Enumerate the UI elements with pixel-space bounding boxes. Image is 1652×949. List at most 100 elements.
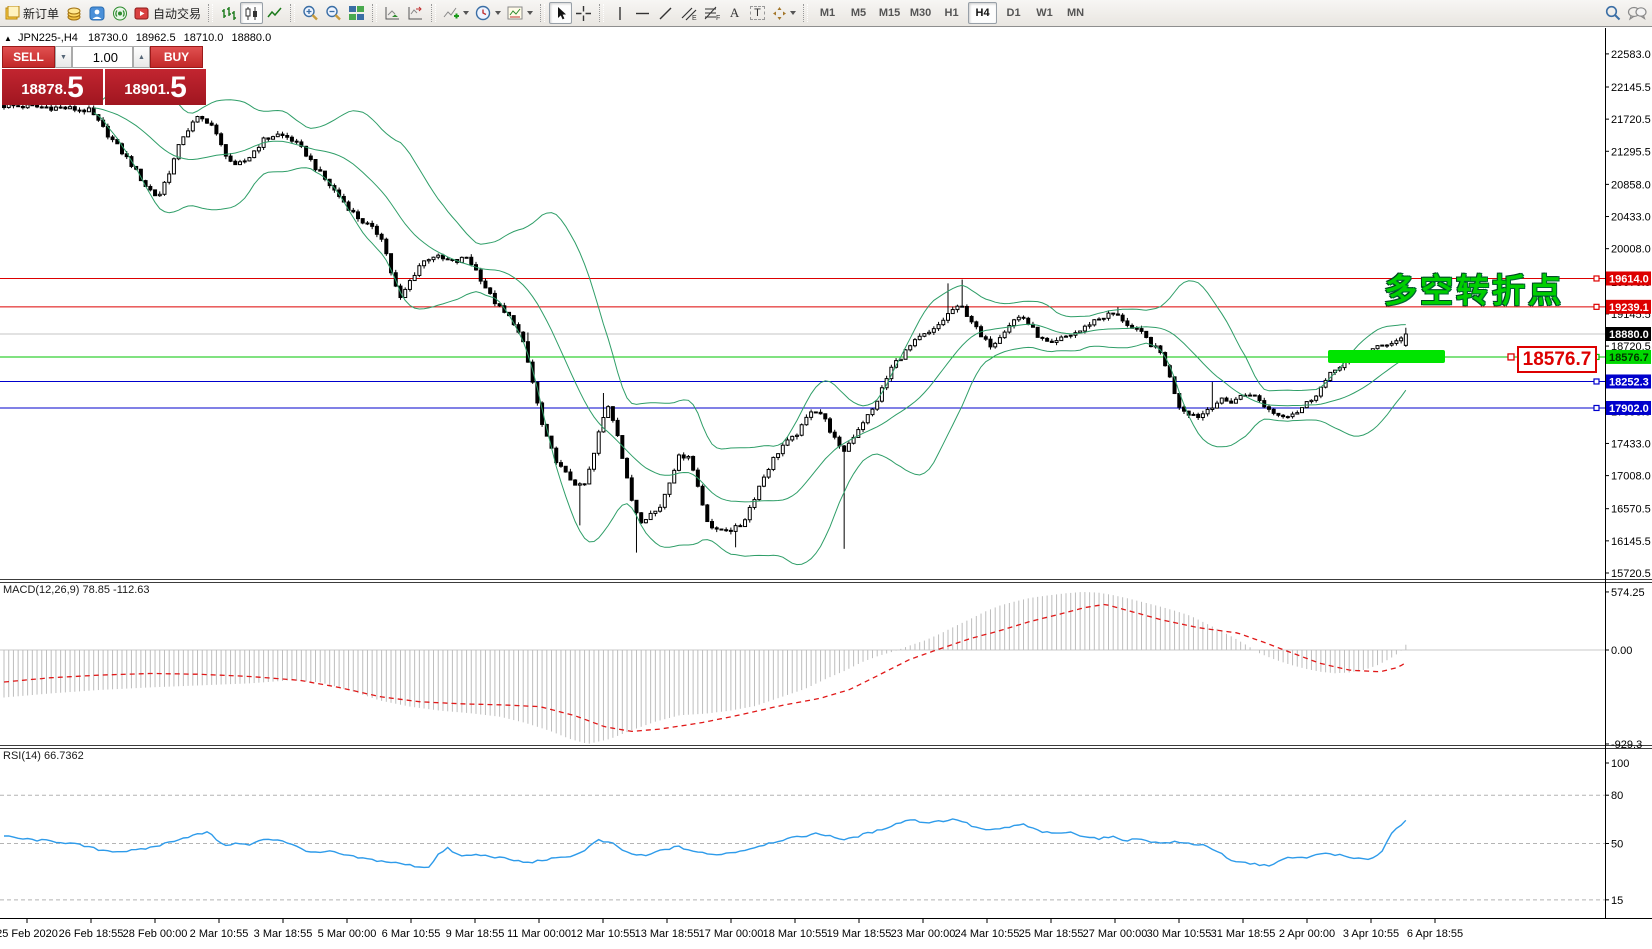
bar-chart-button[interactable]	[217, 2, 240, 24]
zoom-in-icon	[303, 5, 318, 21]
indicators-button[interactable]	[440, 2, 472, 24]
annotation-text[interactable]: 多空转折点	[1384, 274, 1564, 310]
svg-text:F: F	[716, 15, 720, 21]
zoom-out-icon	[326, 5, 341, 21]
label-tool-icon: T	[750, 6, 765, 20]
macd-pane: 574.25 0.00 -929.3	[0, 587, 1645, 751]
price-callout-box[interactable]: 18576.7	[1517, 346, 1597, 373]
svg-text:16145.5: 16145.5	[1611, 536, 1651, 548]
tile-windows-icon	[349, 6, 365, 20]
symbol-name: JPN225-,H4	[17, 32, 78, 44]
arrows-tool-button[interactable]	[769, 2, 799, 24]
channel-tool-button[interactable]: E	[677, 2, 700, 24]
rsi-indicator-label: RSI(14) 66.7362	[3, 750, 84, 762]
timeframe-H4[interactable]: H4	[968, 2, 998, 24]
timeframe-MN[interactable]: MN	[1066, 7, 1085, 19]
new-order-label: 新订单	[23, 6, 60, 21]
trendline-icon	[659, 7, 672, 19]
svg-text:100: 100	[1611, 758, 1629, 770]
svg-text:20008.0: 20008.0	[1611, 244, 1651, 256]
search-button[interactable]	[1601, 2, 1624, 24]
timeframe-M5[interactable]: M5	[850, 7, 867, 19]
indicators-icon	[443, 7, 460, 19]
timeframe-D1[interactable]: D1	[1006, 7, 1021, 19]
chart-shift-button[interactable]	[404, 2, 427, 24]
autotrading-icon	[134, 7, 149, 19]
autotrading-button[interactable]: 自动交易	[131, 2, 204, 24]
price-tag: 18576.7	[1606, 349, 1651, 364]
chat-button[interactable]	[1624, 2, 1650, 24]
horizontal-line-tool-button[interactable]	[631, 2, 654, 24]
buy-button[interactable]: BUY	[150, 46, 203, 68]
fibonacci-tool-button[interactable]: F	[700, 2, 723, 24]
svg-text:27 Mar 00:00: 27 Mar 00:00	[1083, 928, 1148, 940]
price-tag: 18880.0	[1606, 327, 1651, 341]
price-tag: 17902.0	[1606, 400, 1651, 415]
svg-text:0.00: 0.00	[1611, 645, 1632, 657]
tile-windows-button[interactable]	[345, 2, 368, 24]
svg-text:12 Mar 10:55: 12 Mar 10:55	[571, 928, 636, 940]
volume-down-button[interactable]: ▼	[55, 46, 72, 68]
auto-scroll-button[interactable]	[381, 2, 404, 24]
svg-text:-929.3: -929.3	[1611, 739, 1642, 751]
channel-icon: E	[681, 7, 697, 21]
market-button[interactable]	[62, 2, 85, 24]
cursor-button[interactable]	[549, 2, 573, 24]
ohlc-low: 18710.0	[183, 32, 224, 44]
volume-input[interactable]	[72, 46, 133, 68]
toolbar-grip	[803, 4, 809, 22]
svg-text:17433.0: 17433.0	[1611, 438, 1651, 450]
timeframe-M1[interactable]: M1	[819, 7, 836, 19]
svg-text:18252.3: 18252.3	[1609, 376, 1649, 388]
svg-text:3 Mar 18:55: 3 Mar 18:55	[254, 928, 313, 940]
candlestick-icon	[245, 6, 257, 20]
svg-text:21720.5: 21720.5	[1611, 114, 1651, 126]
svg-text:30 Mar 10:55: 30 Mar 10:55	[1147, 928, 1212, 940]
svg-text:23 Mar 00:00: 23 Mar 00:00	[891, 928, 956, 940]
svg-text:31 Mar 18:55: 31 Mar 18:55	[1211, 928, 1276, 940]
templates-button[interactable]	[504, 2, 536, 24]
periods-button[interactable]	[472, 2, 504, 24]
svg-text:15: 15	[1611, 895, 1623, 907]
line-chart-button[interactable]	[263, 2, 286, 24]
label-tool-button[interactable]: T	[746, 2, 769, 24]
zoom-out-button[interactable]	[322, 2, 345, 24]
horizontal-line-icon	[636, 12, 650, 14]
timeframe-W1[interactable]: W1	[1036, 7, 1053, 19]
svg-text:26 Feb 18:55: 26 Feb 18:55	[59, 928, 124, 940]
svg-text:2 Mar 10:55: 2 Mar 10:55	[190, 928, 249, 940]
signals-button[interactable]	[108, 2, 131, 24]
zoom-in-button[interactable]	[299, 2, 322, 24]
svg-text:18576.7: 18576.7	[1609, 352, 1649, 364]
svg-text:21295.5: 21295.5	[1611, 146, 1651, 158]
sell-price[interactable]: 18878. 5	[2, 69, 103, 105]
svg-text:17 Mar 00:00: 17 Mar 00:00	[699, 928, 764, 940]
community-button[interactable]	[85, 2, 108, 24]
buy-price[interactable]: 18901. 5	[105, 69, 206, 105]
svg-text:25 Mar 18:55: 25 Mar 18:55	[1019, 928, 1084, 940]
chart-title: ▲ JPN225-,H4 18730.0 18962.5 18710.0 188…	[4, 32, 271, 44]
text-tool-button[interactable]: A	[723, 2, 746, 24]
fibonacci-icon: F	[704, 6, 720, 21]
crosshair-button[interactable]	[572, 2, 595, 24]
svg-text:17858.0: 17858.0	[1611, 406, 1651, 418]
candlestick-button[interactable]	[240, 2, 264, 24]
new-order-button[interactable]: 新订单	[2, 2, 62, 24]
vertical-line-tool-button[interactable]	[608, 2, 631, 24]
autotrading-label: 自动交易	[153, 6, 202, 21]
sell-price-main: 18878.	[21, 81, 68, 98]
rsi-pane: 100 80 50 15	[0, 758, 1629, 907]
templates-icon	[507, 6, 523, 20]
svg-text:19145.5: 19145.5	[1611, 309, 1651, 321]
timeframe-M30[interactable]: M30	[909, 7, 932, 19]
sell-button[interactable]: SELL	[2, 46, 55, 68]
timeframe-H1[interactable]: H1	[944, 7, 959, 19]
bollinger-bands	[93, 79, 1407, 566]
timeframe-M15[interactable]: M15	[878, 7, 901, 19]
volume-up-button[interactable]: ▲	[133, 46, 150, 68]
svg-text:18720.5: 18720.5	[1611, 341, 1651, 353]
sell-price-pip: 5	[67, 71, 84, 104]
trendline-tool-button[interactable]	[654, 2, 677, 24]
